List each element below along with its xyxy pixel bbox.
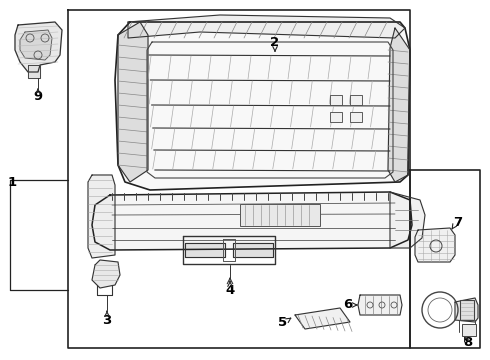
Text: 7: 7 xyxy=(453,216,463,229)
Text: 6: 6 xyxy=(343,298,353,311)
Text: 2: 2 xyxy=(270,36,280,49)
Bar xyxy=(460,300,474,320)
Polygon shape xyxy=(455,298,478,322)
Polygon shape xyxy=(28,65,40,78)
Bar xyxy=(350,112,362,122)
Text: 1: 1 xyxy=(7,175,17,189)
Text: 9: 9 xyxy=(33,90,43,103)
Bar xyxy=(240,204,320,226)
Polygon shape xyxy=(415,228,455,262)
Polygon shape xyxy=(128,15,405,38)
Bar xyxy=(330,112,342,122)
Bar xyxy=(330,95,342,105)
Polygon shape xyxy=(92,192,412,250)
Bar xyxy=(350,95,362,105)
Polygon shape xyxy=(15,22,62,72)
Polygon shape xyxy=(390,192,425,248)
Polygon shape xyxy=(295,308,350,329)
Polygon shape xyxy=(233,243,273,257)
Text: 4: 4 xyxy=(225,284,235,297)
Bar xyxy=(462,324,476,336)
Polygon shape xyxy=(88,175,115,258)
Text: 8: 8 xyxy=(464,336,473,348)
Polygon shape xyxy=(92,260,120,288)
Polygon shape xyxy=(185,243,225,257)
Polygon shape xyxy=(115,22,410,190)
Text: 5: 5 xyxy=(278,315,288,328)
Polygon shape xyxy=(358,295,402,315)
Text: 3: 3 xyxy=(102,314,112,327)
Polygon shape xyxy=(118,22,148,182)
Polygon shape xyxy=(20,30,52,60)
Polygon shape xyxy=(388,28,410,182)
